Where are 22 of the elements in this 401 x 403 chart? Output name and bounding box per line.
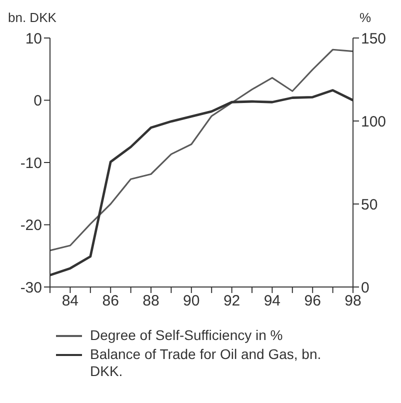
x-tick-label: 94 (264, 292, 281, 310)
y-tick-label: -10 (20, 154, 42, 172)
y-tick-label: -20 (20, 217, 42, 234)
y2-tick-label: 100 (361, 113, 386, 130)
y2-tick-label: 150 (361, 30, 386, 48)
x-tick-label: 86 (102, 292, 119, 310)
y2-axis-title: % (359, 10, 371, 25)
legend-label: Balance of Trade for Oil and Gas, bn. DKK. (90, 346, 322, 380)
x-tick-label: 98 (344, 292, 362, 310)
y2-tick-label: 50 (361, 196, 378, 214)
y-axis-title: bn. DKK (8, 10, 56, 25)
x-tick-label: 92 (223, 292, 240, 310)
line-series (50, 48, 353, 252)
y-tick-label: 0 (34, 92, 42, 110)
x-tick-label: 90 (183, 292, 200, 310)
x-tick-label: 84 (62, 292, 79, 310)
y2-tick-label: 0 (361, 279, 370, 296)
x-tick-label: 88 (142, 292, 160, 310)
x-tick-label: 96 (304, 292, 321, 310)
y-tick-label: -30 (20, 279, 42, 296)
legend-label: Degree of Self-Sufficiency in % (90, 327, 283, 344)
y-tick-label: 10 (25, 30, 42, 48)
